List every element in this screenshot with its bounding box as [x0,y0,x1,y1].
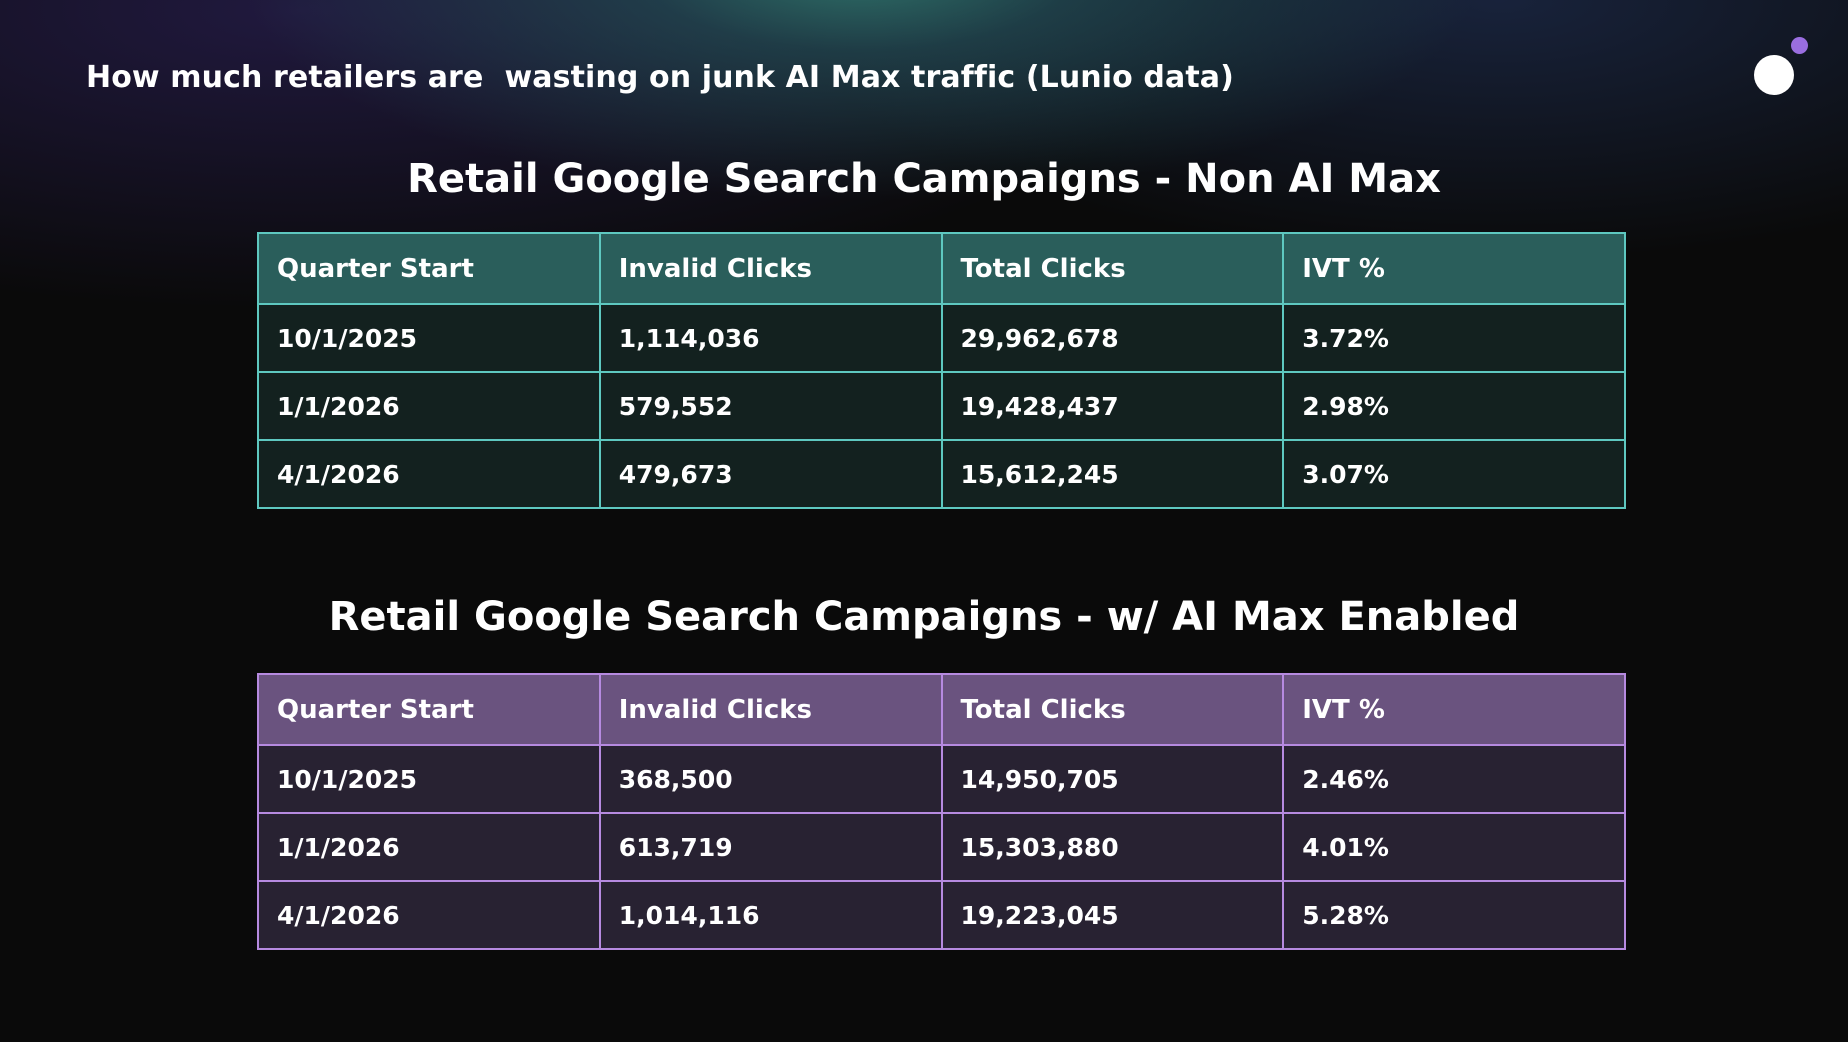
cell-total-clicks: 14,950,705 [940,744,1285,814]
table-row: 1/1/2026 613,719 15,303,880 4.01% [257,812,1626,882]
cell-total-clicks: 15,612,245 [940,439,1285,509]
header-invalid-clicks: Invalid Clicks [598,673,943,746]
header-quarter-start: Quarter Start [257,232,601,305]
cell-total-clicks: 19,428,437 [940,371,1285,441]
non-ai-max-table: Quarter Start Invalid Clicks Total Click… [257,232,1626,509]
cell-quarter-start: 1/1/2026 [257,371,601,441]
cell-quarter-start: 1/1/2026 [257,812,601,882]
cell-total-clicks: 15,303,880 [940,812,1285,882]
cell-quarter-start: 4/1/2026 [257,439,601,509]
cell-quarter-start: 10/1/2025 [257,303,601,373]
non-ai-max-title: Retail Google Search Campaigns - Non AI … [407,156,1441,202]
table-header-row: Quarter Start Invalid Clicks Total Click… [257,232,1626,305]
page-headline: How much retailers are wasting on junk A… [86,60,1234,95]
cell-invalid-clicks: 1,014,116 [598,880,943,950]
table-row: 4/1/2026 479,673 15,612,245 3.07% [257,439,1626,509]
table-row: 10/1/2025 368,500 14,950,705 2.46% [257,744,1626,814]
cell-quarter-start: 4/1/2026 [257,880,601,950]
logo-dot-icon [1791,37,1808,54]
table-row: 4/1/2026 1,014,116 19,223,045 5.28% [257,880,1626,950]
cell-ivt-percent: 3.72% [1282,303,1626,373]
cell-quarter-start: 10/1/2025 [257,744,601,814]
cell-invalid-clicks: 579,552 [598,371,943,441]
cell-ivt-percent: 2.98% [1282,371,1626,441]
cell-ivt-percent: 3.07% [1282,439,1626,509]
cell-total-clicks: 19,223,045 [940,880,1285,950]
header-ivt-percent: IVT % [1282,673,1626,746]
header-total-clicks: Total Clicks [940,232,1285,305]
table-header-row: Quarter Start Invalid Clicks Total Click… [257,673,1626,746]
ai-max-table: Quarter Start Invalid Clicks Total Click… [257,673,1626,950]
table-row: 10/1/2025 1,114,036 29,962,678 3.72% [257,303,1626,373]
header-total-clicks: Total Clicks [940,673,1285,746]
cell-invalid-clicks: 613,719 [598,812,943,882]
cell-ivt-percent: 2.46% [1282,744,1626,814]
ai-max-title: Retail Google Search Campaigns - w/ AI M… [328,594,1520,640]
cell-ivt-percent: 4.01% [1282,812,1626,882]
cell-total-clicks: 29,962,678 [940,303,1285,373]
cell-invalid-clicks: 479,673 [598,439,943,509]
cell-invalid-clicks: 1,114,036 [598,303,943,373]
cell-invalid-clicks: 368,500 [598,744,943,814]
table-row: 1/1/2026 579,552 19,428,437 2.98% [257,371,1626,441]
header-quarter-start: Quarter Start [257,673,601,746]
circle-logo-icon [1754,55,1794,95]
cell-ivt-percent: 5.28% [1282,880,1626,950]
header-invalid-clicks: Invalid Clicks [598,232,943,305]
header-ivt-percent: IVT % [1282,232,1626,305]
